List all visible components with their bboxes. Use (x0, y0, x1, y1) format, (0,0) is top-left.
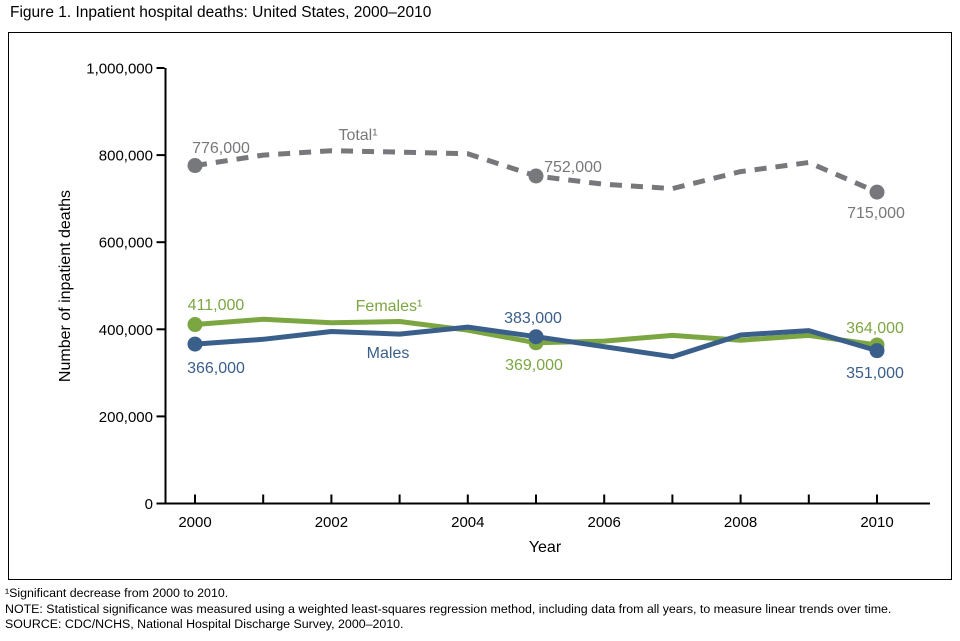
footnote-note: NOTE: Statistical significance was measu… (5, 601, 892, 616)
value-label-total-2010: 715,000 (847, 205, 905, 222)
line-chart: 0 200,000 400,000 600,000 800,000 1,000,000 20… (57, 61, 930, 556)
figure-title: Figure 1. Inpatient hospital deaths: Uni… (10, 4, 432, 21)
series-label-males: Males (367, 345, 410, 362)
footnote-significance: ¹Significant decrease from 2000 to 2010. (5, 586, 229, 600)
x-axis-title: Year (529, 539, 562, 556)
series-label-females: Females¹ (356, 298, 423, 315)
marker-total-2005 (528, 168, 544, 184)
y-axis-title: Number of inpatient deaths (57, 190, 74, 382)
y-tick-label: 800,000 (99, 148, 153, 165)
marker-females-2000 (187, 317, 203, 333)
y-tick-label: 600,000 (99, 235, 153, 252)
marker-total-2010 (869, 184, 885, 200)
y-tick-label: 400,000 (99, 322, 153, 339)
y-tick-label: 200,000 (99, 409, 153, 426)
value-label-total-2000: 776,000 (192, 140, 250, 157)
y-tick-label: 1,000,000 (86, 61, 153, 78)
chart-frame: 0 200,000 400,000 600,000 800,000 1,000,000 20… (8, 32, 952, 580)
value-label-females-2000: 411,000 (188, 297, 245, 314)
value-label-females-2010: 364,000 (846, 320, 904, 337)
value-label-males-2010: 351,000 (846, 365, 904, 382)
marker-males-2000 (187, 336, 203, 352)
x-tick-label: 2000 (178, 514, 211, 531)
x-tick-label: 2010 (860, 514, 893, 531)
value-label-males-2005: 383,000 (504, 310, 562, 327)
value-label-males-2000: 366,000 (187, 360, 245, 377)
value-label-total-2005: 752,000 (544, 159, 602, 176)
x-tick-label: 2008 (724, 514, 757, 531)
series-label-total: Total¹ (338, 127, 377, 144)
marker-males-2005 (528, 329, 544, 345)
footnote-source: SOURCE: CDC/NCHS, National Hospital Disc… (5, 617, 404, 632)
value-label-females-2005: 369,000 (505, 357, 563, 374)
marker-total-2000 (187, 158, 203, 174)
x-tick-label: 2004 (451, 514, 484, 531)
marker-males-2010 (869, 343, 885, 359)
x-tick-label: 2002 (315, 514, 348, 531)
y-tick-label: 0 (145, 496, 153, 513)
footnotes: ¹Significant decrease from 2000 to 2010.… (5, 586, 891, 633)
x-tick-label: 2006 (588, 514, 621, 531)
